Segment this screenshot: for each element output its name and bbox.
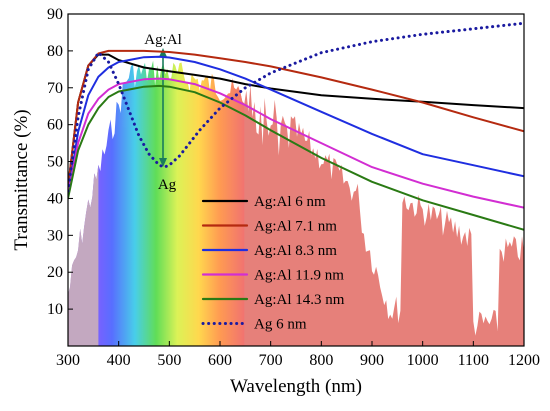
- y-tick-label: 50: [47, 154, 63, 171]
- spectrum-infrared-region: [240, 84, 524, 346]
- legend-label: Ag:Al 7.1 nm: [254, 219, 337, 235]
- x-tick-label: 700: [259, 352, 283, 369]
- spectrum-uv-region: [68, 164, 99, 346]
- plot-frame: [67, 13, 525, 347]
- annotation-ag-al: Ag:Al: [144, 32, 182, 48]
- x-axis-title: Wavelength (nm): [230, 376, 362, 397]
- series-line-4: [68, 77, 524, 209]
- legend-label: Ag 6 nm: [254, 317, 307, 333]
- x-tick-label: 900: [360, 352, 384, 369]
- series-line-5: [68, 84, 524, 231]
- legend: Ag:Al 6 nm Ag:Al 7.1 nm Ag:Al 8.3 nm Ag:Al …: [201, 194, 345, 333]
- x-tick-label: 400: [107, 352, 131, 369]
- x-tick-label: 1000: [407, 352, 439, 369]
- x-tick-label: 500: [157, 352, 181, 369]
- y-tick-label: 70: [47, 80, 63, 97]
- series-layer: [68, 21, 524, 231]
- legend-label: Ag:Al 8.3 nm: [254, 243, 337, 259]
- annotation-ag: Ag: [158, 177, 177, 193]
- x-tick-label: 300: [56, 352, 80, 369]
- solar-spectrum-background: [68, 60, 524, 346]
- y-tick-label: 10: [47, 301, 63, 318]
- x-tick-label: 800: [309, 352, 333, 369]
- y-axis-title: Transmittance (%): [11, 109, 32, 250]
- legend-label: Ag:Al 11.9 nm: [254, 268, 344, 284]
- series-line-6: [68, 21, 524, 193]
- y-tick-label: 20: [47, 264, 63, 281]
- y-tick-label: 90: [47, 6, 63, 23]
- x-tick-label: 1100: [458, 352, 489, 369]
- series-line-3: [68, 55, 524, 196]
- series-line-2: [68, 49, 524, 189]
- ticks-layer: 300 400 500 600 700 800 900 1000 1100 1200 10 20 30 4…: [47, 6, 540, 369]
- y-tick-label: 80: [47, 43, 63, 60]
- x-tick-label: 1200: [508, 352, 540, 369]
- y-tick-label: 30: [47, 227, 63, 244]
- y-tick-label: 40: [47, 190, 63, 207]
- spectrum-visible-region: [68, 60, 245, 346]
- x-tick-label: 600: [208, 352, 232, 369]
- legend-label: Ag:Al 14.3 nm: [254, 292, 345, 308]
- legend-label: Ag:Al 6 nm: [254, 194, 326, 210]
- y-tick-label: 60: [47, 117, 63, 134]
